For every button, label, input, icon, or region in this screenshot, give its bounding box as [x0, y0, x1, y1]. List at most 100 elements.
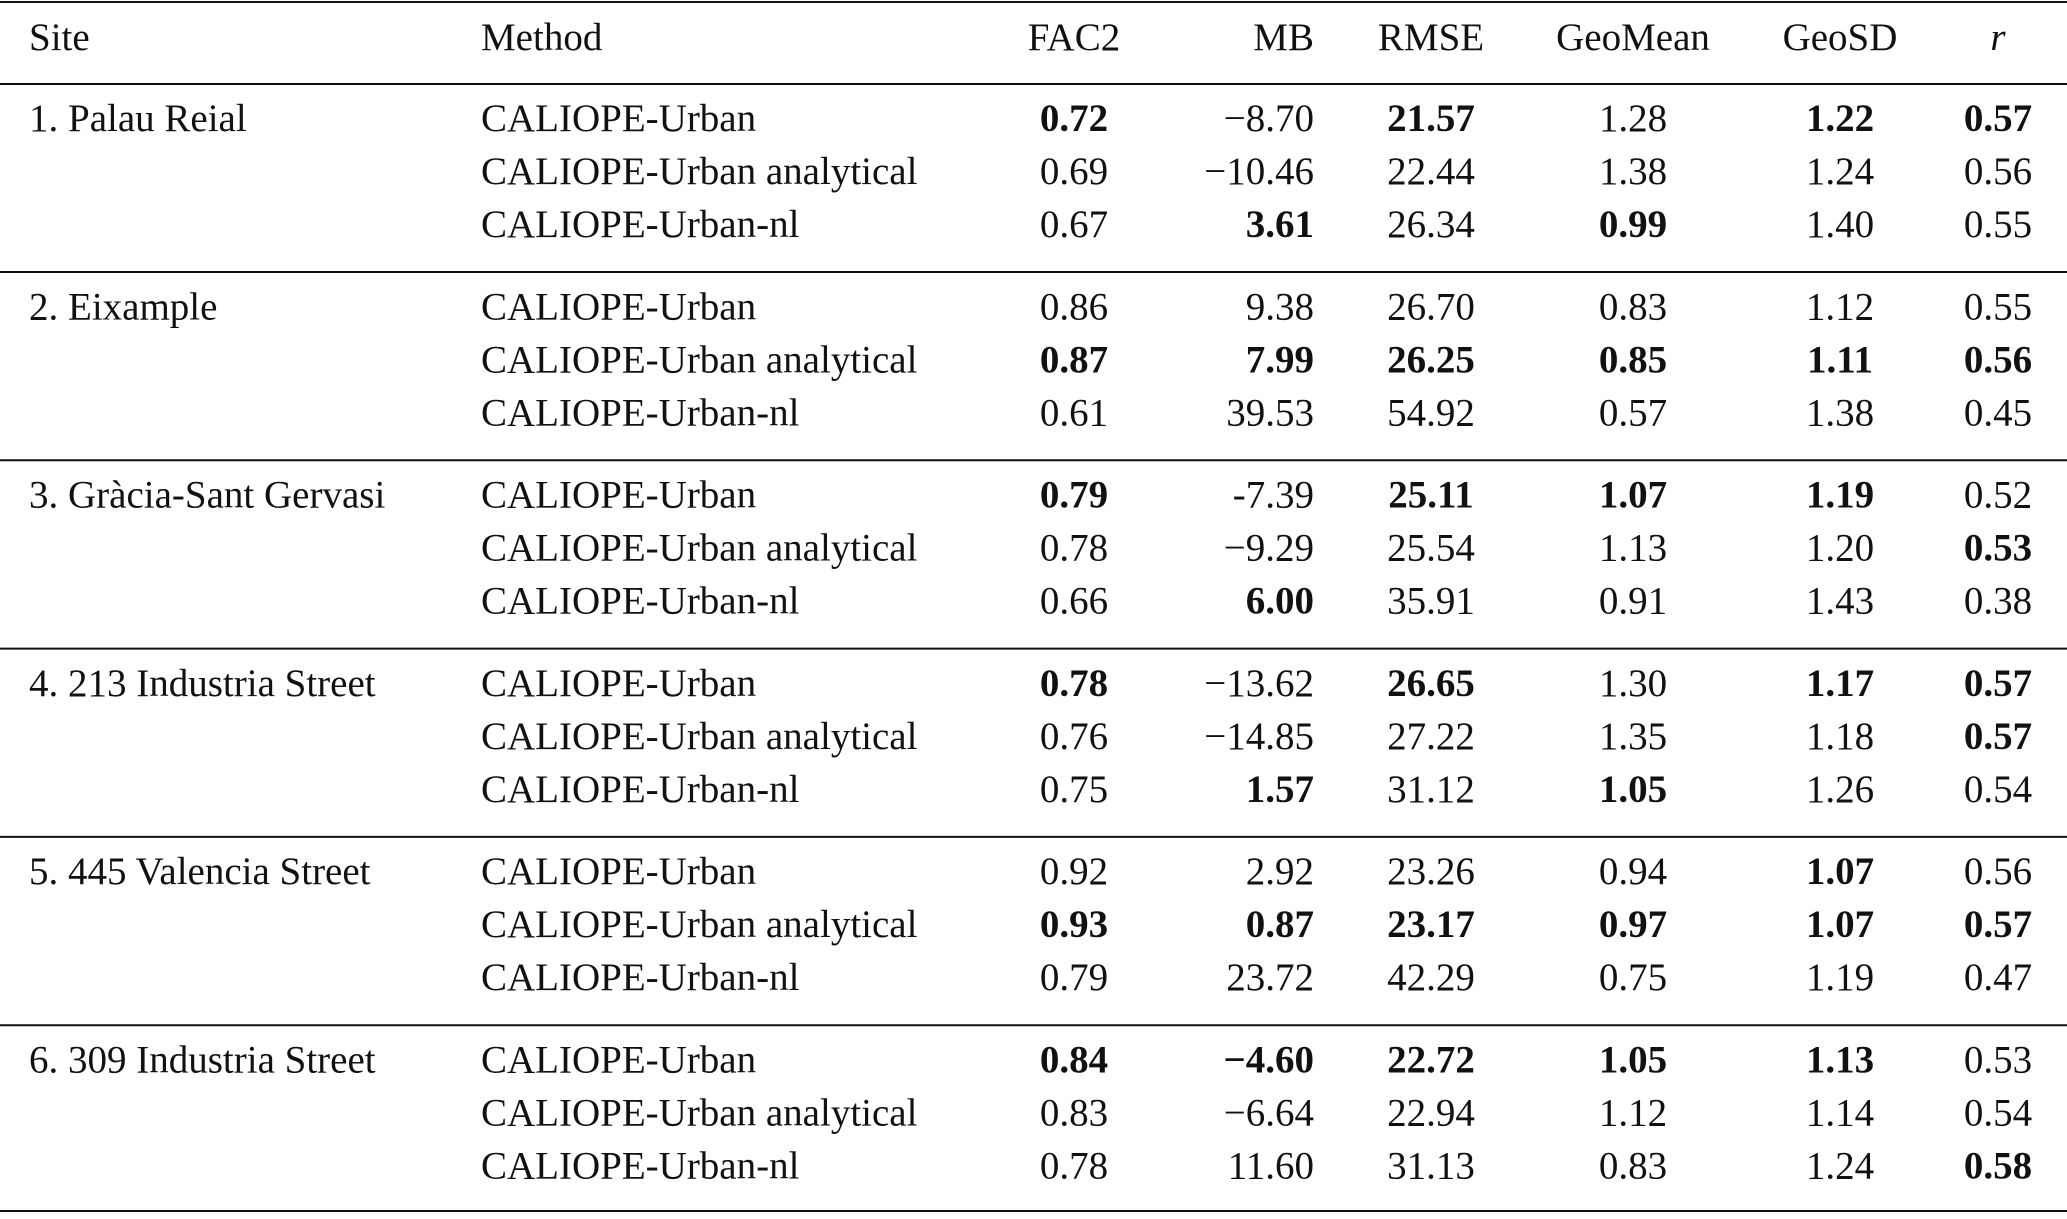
cell-value: 35.91 [1387, 580, 1475, 623]
cell-value: 0.54 [1964, 1091, 2032, 1134]
cell-value: 23.26 [1387, 850, 1475, 893]
cell-value: 0.57 [1964, 715, 2032, 758]
method-label: CALIOPE-Urban [481, 474, 756, 517]
cell-value: 0.58 [1964, 1144, 2032, 1187]
column-header: GeoSD [1783, 16, 1898, 59]
cell-value: 0.52 [1964, 474, 2032, 517]
cell-value: 0.56 [1964, 850, 2032, 893]
cell-value: 0.69 [1040, 150, 1108, 193]
site-label: 4. 213 Industria Street [29, 662, 376, 705]
method-label: CALIOPE-Urban-nl [481, 1144, 800, 1187]
cell-value: 0.57 [1964, 903, 2032, 946]
cell-value: 1.07 [1806, 850, 1874, 893]
cell-value: 1.17 [1806, 662, 1874, 705]
cell-value: 1.35 [1599, 715, 1667, 758]
cell-value: 1.24 [1806, 150, 1874, 193]
cell-value: 0.83 [1599, 285, 1667, 328]
cell-value: 42.29 [1387, 956, 1475, 999]
cell-value: 0.45 [1964, 391, 2032, 434]
cell-value: 0.79 [1040, 474, 1108, 517]
method-label: CALIOPE-Urban analytical [481, 903, 918, 946]
cell-value: 0.54 [1964, 768, 2032, 811]
cell-value: 39.53 [1226, 391, 1314, 434]
cell-value: 0.57 [1964, 662, 2032, 705]
cell-value: 9.38 [1246, 285, 1314, 328]
method-label: CALIOPE-Urban analytical [481, 715, 918, 758]
cell-value: 1.19 [1806, 956, 1874, 999]
column-header: MB [1253, 16, 1314, 59]
cell-value: 1.18 [1806, 715, 1874, 758]
column-header: RMSE [1378, 16, 1484, 59]
method-label: CALIOPE-Urban-nl [481, 203, 800, 246]
cell-value: 25.54 [1387, 527, 1475, 570]
cell-value: 23.72 [1226, 956, 1314, 999]
cell-value: 31.12 [1387, 768, 1475, 811]
cell-value: 3.61 [1246, 203, 1314, 246]
method-label: CALIOPE-Urban [481, 97, 756, 140]
method-label: CALIOPE-Urban analytical [481, 1091, 918, 1134]
site-label: 6. 309 Industria Street [29, 1038, 376, 1081]
cell-value: −8.70 [1224, 97, 1314, 140]
cell-value: 7.99 [1246, 338, 1314, 381]
method-label: CALIOPE-Urban-nl [481, 768, 800, 811]
cell-value: 0.67 [1040, 203, 1108, 246]
cell-value: 0.78 [1040, 527, 1108, 570]
cell-value: 0.38 [1964, 580, 2032, 623]
cell-value: 1.14 [1806, 1091, 1874, 1134]
cell-value: 2.92 [1246, 850, 1314, 893]
cell-value: 1.12 [1806, 285, 1874, 328]
cell-value: 1.05 [1599, 768, 1667, 811]
cell-value: 0.85 [1599, 338, 1667, 381]
method-label: CALIOPE-Urban [481, 850, 756, 893]
cell-value: -7.39 [1233, 474, 1314, 517]
cell-value: 1.40 [1806, 203, 1874, 246]
cell-value: 1.28 [1599, 97, 1667, 140]
cell-value: 0.53 [1964, 1038, 2032, 1081]
cell-value: 0.47 [1964, 956, 2032, 999]
column-header: GeoMean [1556, 16, 1710, 59]
cell-value: 0.99 [1599, 203, 1667, 246]
cell-value: 1.19 [1806, 474, 1874, 517]
cell-value: −9.29 [1224, 527, 1314, 570]
cell-value: −4.60 [1224, 1038, 1314, 1081]
cell-value: 1.20 [1806, 527, 1874, 570]
site-label: 2. Eixample [29, 285, 217, 328]
cell-value: 0.72 [1040, 97, 1108, 140]
site-label: 1. Palau Reial [29, 97, 247, 140]
method-label: CALIOPE-Urban-nl [481, 580, 800, 623]
method-label: CALIOPE-Urban [481, 662, 756, 705]
cell-value: −14.85 [1204, 715, 1314, 758]
cell-value: 26.65 [1387, 662, 1475, 705]
cell-value: 0.78 [1040, 662, 1108, 705]
cell-value: 1.30 [1599, 662, 1667, 705]
cell-value: 0.93 [1040, 903, 1108, 946]
cell-value: 23.17 [1387, 903, 1475, 946]
cell-value: 1.07 [1599, 474, 1667, 517]
cell-value: 1.05 [1599, 1038, 1667, 1081]
cell-value: 54.92 [1387, 391, 1475, 434]
method-label: CALIOPE-Urban analytical [481, 527, 918, 570]
cell-value: 0.97 [1599, 903, 1667, 946]
column-header: Method [481, 16, 603, 59]
cell-value: 26.25 [1387, 338, 1475, 381]
cell-value: 0.79 [1040, 956, 1108, 999]
cell-value: 1.12 [1599, 1091, 1667, 1134]
cell-value: 0.86 [1040, 285, 1108, 328]
column-header: Site [29, 16, 90, 59]
cell-value: 6.00 [1246, 580, 1314, 623]
site-label: 5. 445 Valencia Street [29, 850, 371, 893]
cell-value: 22.94 [1387, 1091, 1475, 1134]
cell-value: 0.84 [1040, 1038, 1108, 1081]
cell-value: 0.83 [1599, 1144, 1667, 1187]
cell-value: 27.22 [1387, 715, 1475, 758]
cell-value: 1.11 [1807, 338, 1873, 381]
cell-value: 0.87 [1040, 338, 1108, 381]
cell-value: 25.11 [1388, 474, 1474, 517]
method-label: CALIOPE-Urban-nl [481, 391, 800, 434]
site-label: 3. Gràcia-Sant Gervasi [29, 474, 385, 517]
cell-value: 0.75 [1040, 768, 1108, 811]
cell-value: 0.57 [1599, 391, 1667, 434]
cell-value: 1.22 [1806, 97, 1874, 140]
cell-value: 0.92 [1040, 850, 1108, 893]
